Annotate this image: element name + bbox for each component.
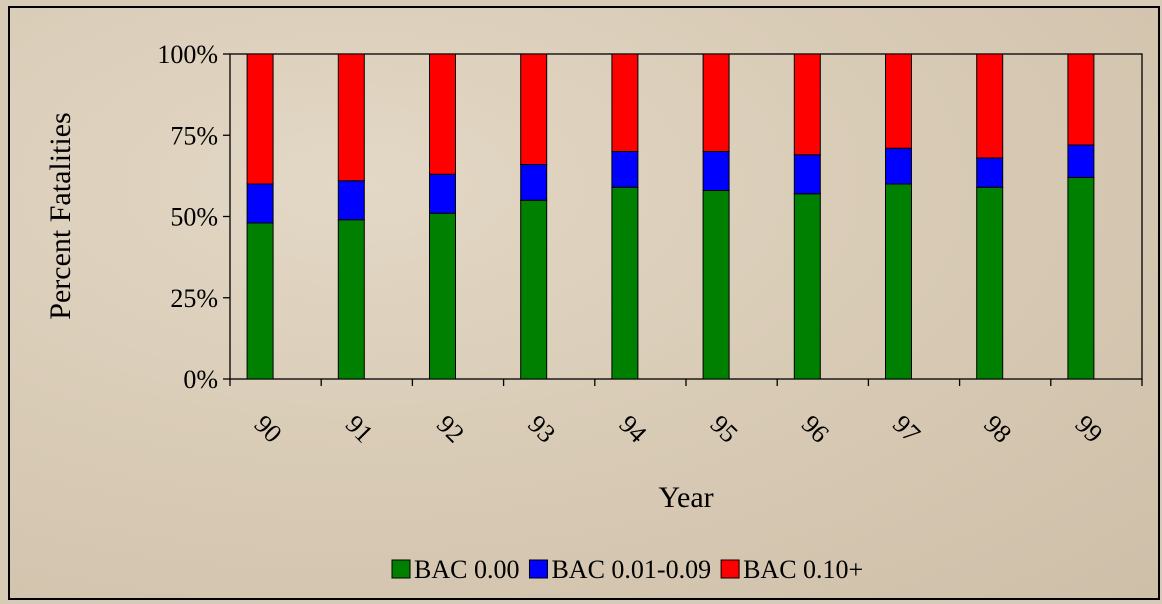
bar-segment xyxy=(611,53,639,152)
bar-segment xyxy=(337,180,365,221)
bar-segment xyxy=(246,222,274,380)
x-tick-label: 99 xyxy=(1069,410,1108,449)
y-tick-label: 0% xyxy=(183,365,218,394)
bar-segment xyxy=(1067,53,1095,146)
x-tick-label: 93 xyxy=(522,410,561,449)
bar-segment xyxy=(976,157,1004,188)
x-tick-label: 95 xyxy=(705,410,744,449)
bar-segment xyxy=(702,53,730,152)
x-axis-label: Year xyxy=(658,481,713,514)
legend-swatch xyxy=(391,559,411,579)
bar-segment xyxy=(702,190,730,380)
bar-segment xyxy=(520,199,548,380)
y-tick-label: 100% xyxy=(157,40,218,69)
x-tick-label: 94 xyxy=(613,410,652,449)
legend-swatch xyxy=(720,559,740,579)
y-axis-label: Percent Fatalities xyxy=(44,112,77,319)
bar-segment xyxy=(793,53,821,156)
bar-segment xyxy=(337,53,365,182)
bar-segment xyxy=(611,186,639,380)
plot-border xyxy=(229,53,1143,380)
x-tick-label: 98 xyxy=(978,410,1017,449)
x-tick-label: 96 xyxy=(796,410,835,449)
chart-frame xyxy=(8,6,1160,600)
y-tick-label: 75% xyxy=(170,121,218,150)
legend-label: BAC 0.01-0.09 xyxy=(551,555,711,584)
bar-segment xyxy=(702,151,730,191)
legend-label: BAC 0.10+ xyxy=(743,555,863,584)
y-tick-label: 25% xyxy=(170,284,218,313)
x-tick-label: 91 xyxy=(340,410,379,449)
bar-segment xyxy=(1067,177,1095,380)
bar-segment xyxy=(428,173,456,214)
bar-segment xyxy=(1067,144,1095,178)
bar-segment xyxy=(337,219,365,380)
bar-segment xyxy=(884,53,912,149)
legend: BAC 0.00 BAC 0.01-0.09 BAC 0.10+ xyxy=(391,555,863,584)
bar-segment xyxy=(428,53,456,175)
legend-label: BAC 0.00 xyxy=(414,555,519,584)
bar-segment xyxy=(793,193,821,380)
bar-segment xyxy=(428,212,456,380)
bar-segment xyxy=(884,183,912,380)
x-tick-label: 92 xyxy=(431,410,470,449)
bar-segment xyxy=(884,147,912,185)
bar-segment xyxy=(246,183,274,224)
bar-segment xyxy=(520,164,548,201)
legend-swatch xyxy=(528,559,548,579)
plot-area: 0% 25% 50% 75% 100% 90 91 92 93 94 95 96 97 98 99 xyxy=(157,40,1143,449)
bar-segment xyxy=(976,53,1004,159)
bar-segment xyxy=(793,154,821,195)
bar-segment xyxy=(520,53,548,165)
bar-segment xyxy=(246,53,274,185)
bar-segment xyxy=(611,151,639,188)
x-tick-label: 90 xyxy=(249,410,288,449)
x-tick-label: 97 xyxy=(887,410,926,449)
bar-segment xyxy=(976,186,1004,380)
y-tick-label: 50% xyxy=(170,203,218,232)
